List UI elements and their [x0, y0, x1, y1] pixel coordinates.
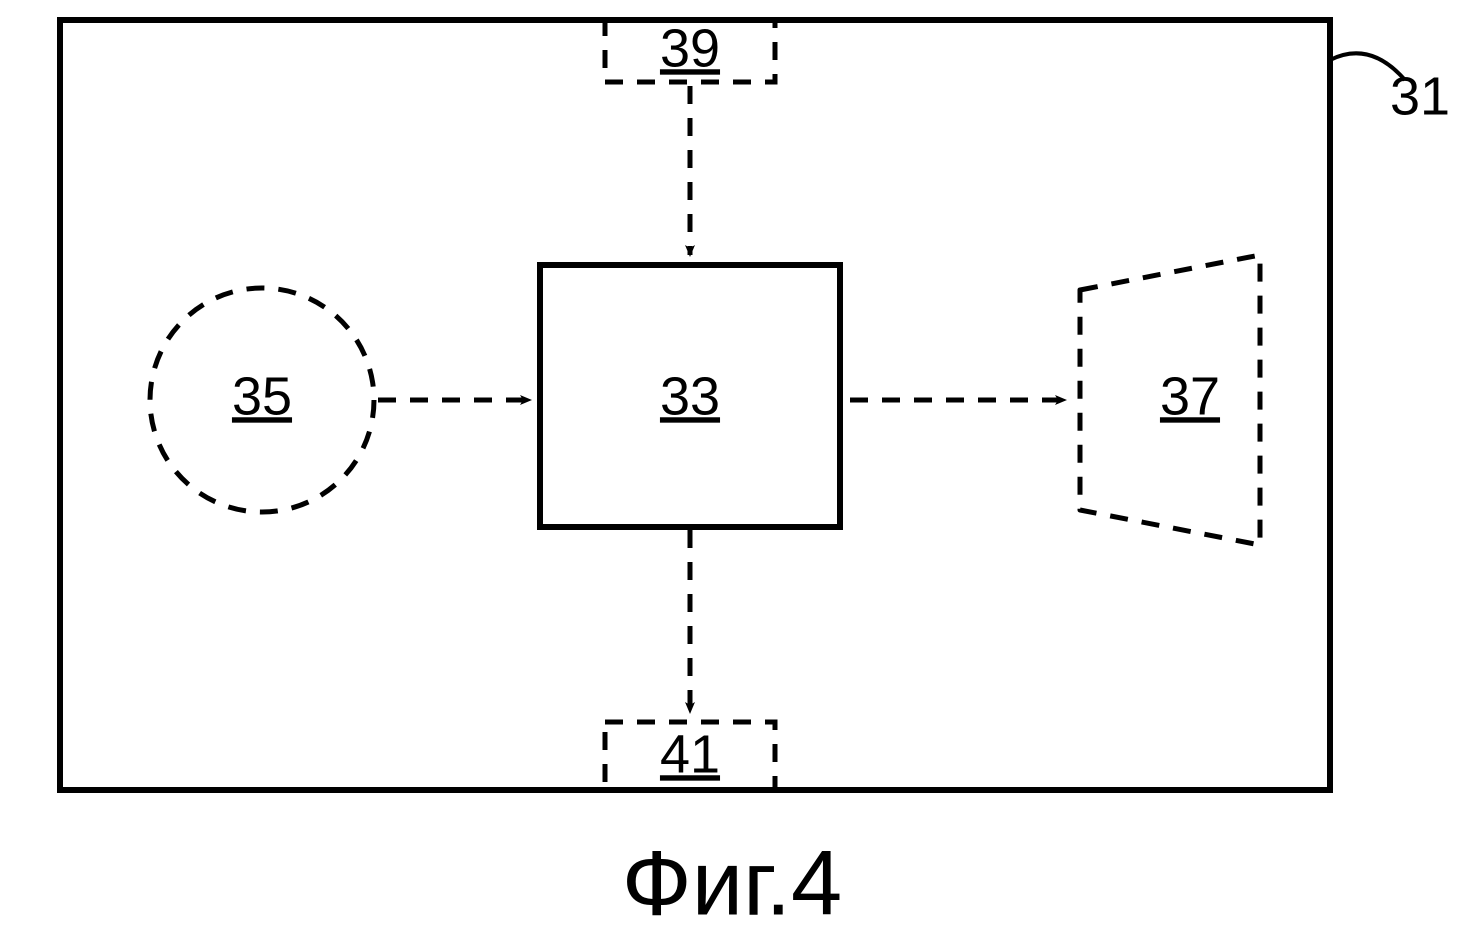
figure-caption: Фиг.4 [622, 832, 842, 930]
node-left-label: 35 [232, 366, 292, 426]
node-bottom-label: 41 [660, 724, 720, 784]
node-right-label: 37 [1160, 366, 1220, 426]
node-top-label: 39 [660, 18, 720, 78]
diagram-svg: 31 33 35 37 39 41 Фиг.4 [0, 0, 1464, 930]
node-center-label: 33 [660, 366, 720, 426]
outer-box-label: 31 [1390, 66, 1450, 126]
